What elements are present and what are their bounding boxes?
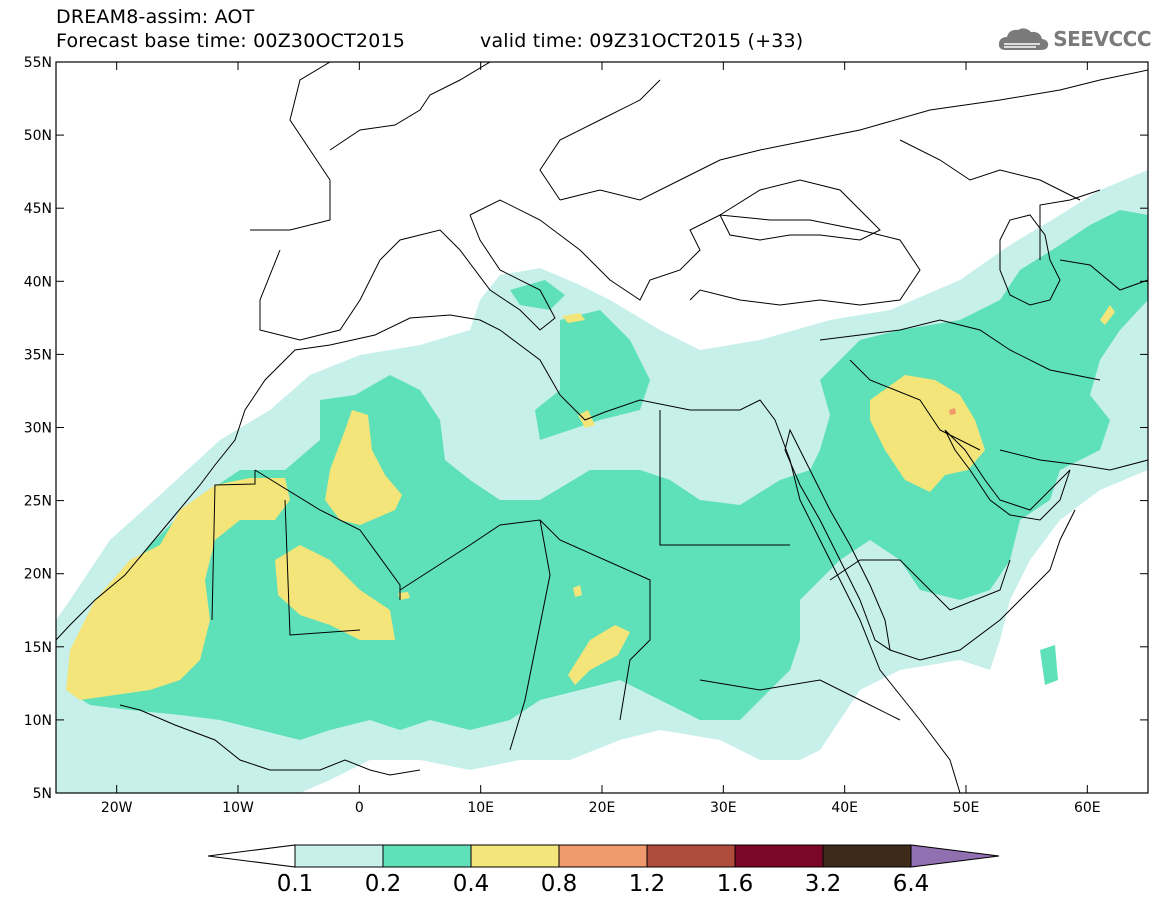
lon-tick-label: 60E [1074, 800, 1101, 816]
coastlines [56, 62, 1148, 793]
persian-gulf [944, 429, 1071, 521]
lat-tick-label: 30N [24, 421, 52, 437]
aot-level-0.4-iraq [870, 375, 985, 492]
black-sea [719, 179, 881, 241]
colorbar-swatch [470, 844, 560, 868]
aot-level-0.2-libya [535, 310, 650, 440]
aot-level-0.4-west-africa [66, 478, 290, 700]
lon-tick-label: 40E [831, 800, 858, 816]
aot-level-0.2-italy [510, 280, 565, 310]
map-title: DREAM8-assim: AOT [56, 6, 255, 28]
colorbar-swatch [646, 844, 736, 868]
lon-tick-label: 10W [222, 800, 254, 816]
colorbar-label: 1.2 [629, 871, 666, 897]
arabia-coast [889, 509, 1076, 661]
red-sea [784, 428, 891, 652]
colorbar-over-arrow [910, 844, 1000, 868]
lon-tick-label: 50E [953, 800, 980, 816]
colorbar-label: 0.2 [365, 871, 402, 897]
valid-time: valid time: 09Z31OCT2015 (+33) [480, 30, 804, 52]
colorbar-label: 0.4 [453, 871, 490, 897]
colorbar-label: 1.6 [717, 871, 754, 897]
colorbar-under-arrow [207, 844, 296, 868]
colorbar: 0.1 0.2 0.4 0.8 1.2 1.6 3.2 6.4 [207, 844, 1000, 897]
aot-level-0.4-sahara [275, 545, 395, 640]
europe-coast [250, 62, 921, 341]
colorbar-swatch [382, 844, 472, 868]
colorbar-label: 0.1 [277, 871, 314, 897]
logo-text: SEEVCCC [1053, 27, 1151, 51]
lon-tick-label: 30E [710, 800, 737, 816]
africa-south-coast [119, 704, 421, 776]
lat-tick-label: 45N [24, 201, 52, 217]
colorbar-swatch [558, 844, 648, 868]
cloud-icon [999, 28, 1049, 50]
colorbar-label: 0.8 [541, 871, 578, 897]
iran-coast [999, 449, 1148, 471]
colorbar-swatch [294, 844, 384, 868]
axis-ticks: 20W 10W 0 10E 20E 30E 40E 50E 60E 5N 10N 15N 20N 25N 3… [24, 55, 1148, 816]
lat-tick-label: 35N [24, 347, 52, 363]
colorbar-label: 3.2 [805, 871, 842, 897]
aot-field [56, 170, 1148, 793]
caspian-sea [999, 214, 1061, 306]
seevccc-logo: SEEVCCC [996, 24, 1151, 54]
lat-tick-label: 50N [24, 128, 52, 144]
forecast-base-time: Forecast base time: 00Z30OCT2015 [56, 30, 406, 52]
colorbar-swatch [734, 844, 824, 868]
lat-tick-label: 25N [24, 494, 52, 510]
lat-tick-label: 20N [24, 567, 52, 583]
colorbar-swatch [822, 844, 912, 868]
lon-tick-label: 0 [355, 800, 364, 816]
aot-level-0.4-chad [568, 625, 630, 685]
lat-tick-label: 40N [24, 274, 52, 290]
africa-coast [56, 314, 961, 793]
lat-tick-label: 5N [33, 786, 52, 802]
lat-tick-label: 55N [24, 55, 52, 71]
aot-level-0.4-algeria [325, 410, 402, 525]
lat-tick-label: 15N [24, 640, 52, 656]
lon-tick-label: 20E [589, 800, 616, 816]
lat-tick-label: 10N [24, 713, 52, 729]
lon-tick-label: 20W [101, 800, 133, 816]
lon-tick-label: 10E [467, 800, 494, 816]
colorbar-label: 6.4 [893, 871, 930, 897]
